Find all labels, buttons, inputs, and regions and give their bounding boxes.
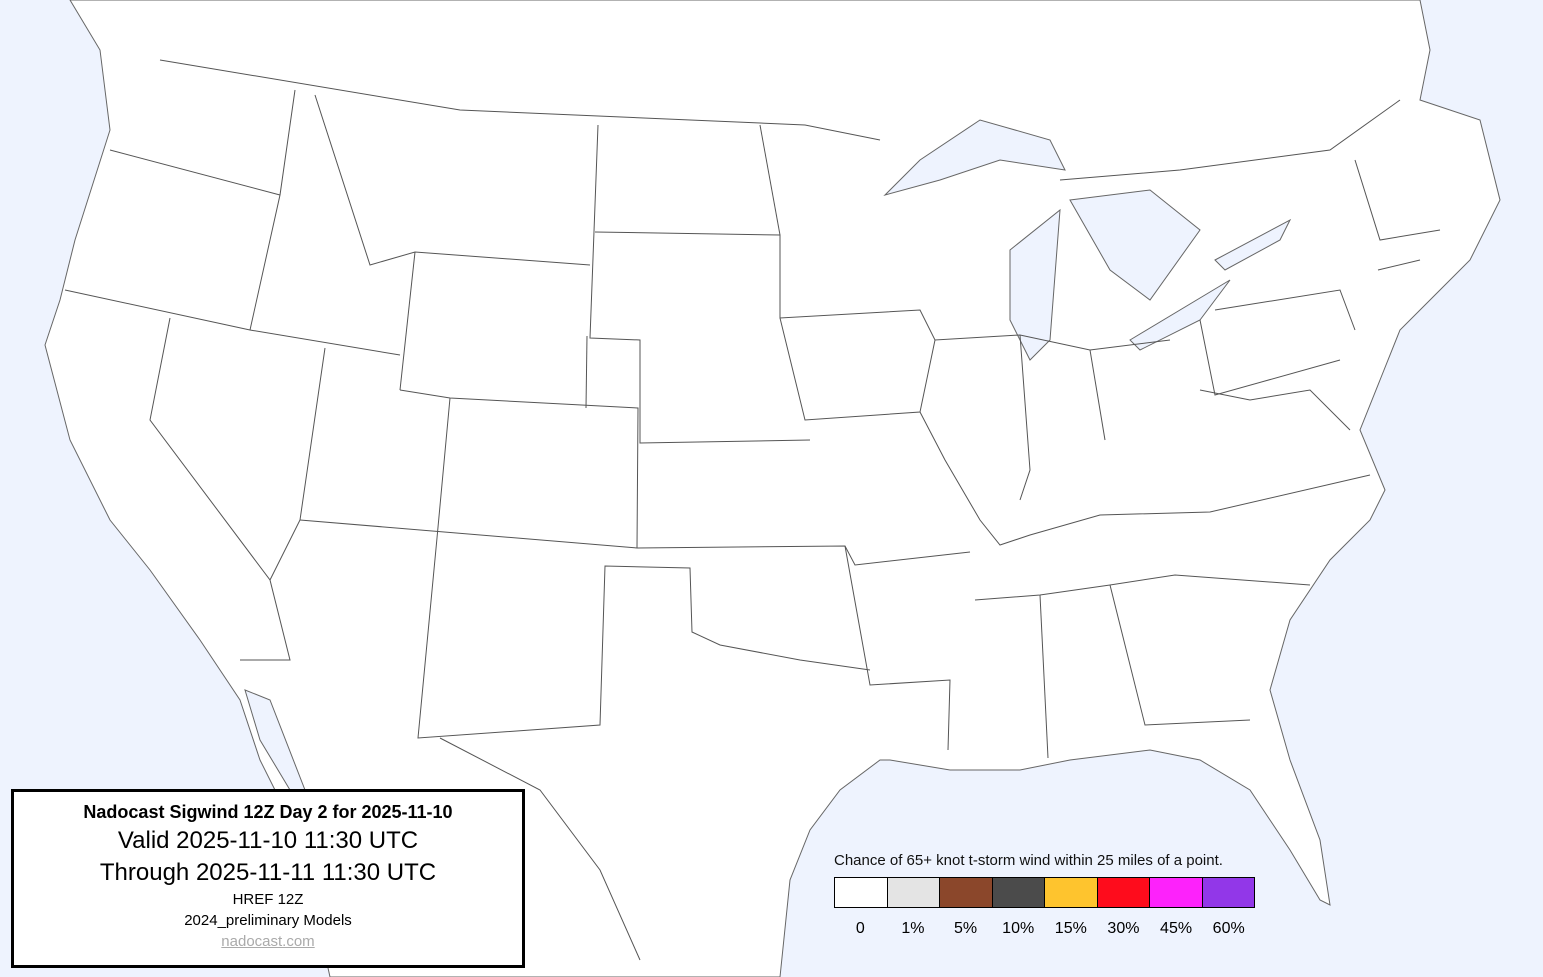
lake-superior bbox=[883, 119, 1066, 196]
legend-label: 60% bbox=[1212, 920, 1245, 937]
lake-huron bbox=[1069, 189, 1201, 301]
legend-label: 45% bbox=[1160, 920, 1193, 937]
map-title: Nadocast Sigwind 12Z Day 2 for 2025-11-1… bbox=[83, 802, 453, 822]
legend-swatch bbox=[835, 878, 888, 907]
legend-label: 0 bbox=[855, 920, 865, 937]
legend-swatch bbox=[1097, 878, 1150, 907]
through-time: Through 2025-11-11 11:30 UTC bbox=[99, 859, 437, 886]
models-version: 2024_preliminary Models bbox=[184, 912, 352, 929]
legend-labels: 0 1% 5% 10% 15% 30% 45% 60% bbox=[834, 920, 1255, 938]
legend-swatch bbox=[1150, 878, 1203, 907]
legend-label: 1% bbox=[901, 920, 925, 937]
nadocast-link[interactable]: nadocast.com bbox=[221, 933, 315, 950]
lake-michigan bbox=[1009, 208, 1061, 361]
legend-label: 5% bbox=[954, 920, 978, 937]
lake-ontario bbox=[1214, 218, 1292, 271]
legend-swatch bbox=[940, 878, 993, 907]
legend-label: 15% bbox=[1054, 920, 1087, 937]
great-lakes bbox=[244, 119, 1292, 791]
legend-swatch bbox=[992, 878, 1045, 907]
legend-swatch bbox=[1045, 878, 1098, 907]
legend-caption: Chance of 65+ knot t-storm wind within 2… bbox=[834, 852, 1223, 869]
legend-color-bar bbox=[834, 877, 1255, 908]
legend-label: 10% bbox=[1002, 920, 1035, 937]
model-name: HREF 12Z bbox=[232, 891, 304, 908]
valid-time: Valid 2025-11-10 11:30 UTC bbox=[117, 827, 419, 854]
info-box: Nadocast Sigwind 12Z Day 2 for 2025-11-1… bbox=[11, 789, 525, 968]
legend: Chance of 65+ knot t-storm wind within 2… bbox=[834, 852, 1264, 938]
legend-label: 30% bbox=[1107, 920, 1140, 937]
state-borders bbox=[64, 59, 1441, 961]
legend-swatch bbox=[1202, 878, 1254, 907]
legend-swatch bbox=[887, 878, 940, 907]
